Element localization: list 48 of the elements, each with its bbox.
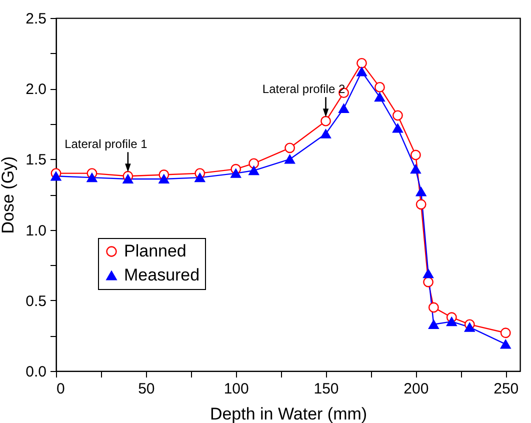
- point: [410, 150, 421, 160]
- legend-label: Planned: [124, 242, 186, 260]
- point: [338, 104, 349, 113]
- point: [392, 124, 403, 133]
- point: [320, 129, 331, 138]
- point: [428, 302, 439, 313]
- point: [86, 172, 98, 182]
- x-tick-label: 200: [404, 380, 429, 398]
- point: [50, 172, 62, 181]
- x-tick-label: 100: [224, 380, 249, 398]
- point: [416, 187, 426, 196]
- point: [284, 154, 296, 164]
- point: [248, 158, 260, 169]
- point: [158, 174, 170, 184]
- x-tick-label: 150: [314, 380, 339, 398]
- x-tick-label: 50: [138, 380, 155, 398]
- text: 0.0: [26, 364, 46, 380]
- point: [356, 58, 367, 68]
- point: [423, 276, 434, 288]
- point: [320, 116, 331, 126]
- x-tick-label: 0: [56, 380, 65, 398]
- point: [194, 172, 206, 182]
- y-tick-label: 2.5: [26, 10, 46, 28]
- y-axis-title: Dose (Gy): [0, 156, 18, 234]
- point: [356, 67, 367, 76]
- y-tick-label: 1.5: [26, 152, 46, 169]
- point: [248, 166, 260, 176]
- point: [392, 110, 403, 121]
- point: [428, 320, 439, 329]
- point: [122, 174, 134, 184]
- y-tick-label: 1.0: [26, 222, 46, 240]
- point: [410, 164, 421, 174]
- point: [446, 316, 457, 326]
- point: [230, 168, 242, 178]
- point: [374, 92, 385, 102]
- legend-label: Measured: [124, 266, 200, 284]
- point: [284, 142, 296, 154]
- y-tick-label: 2.0: [26, 81, 46, 98]
- y-tick-label: 0.5: [26, 292, 46, 310]
- point: [374, 82, 385, 92]
- annotation: Lateral profile 1: [64, 137, 148, 152]
- point: [423, 268, 434, 278]
- point: [500, 328, 511, 338]
- x-axis-title: Depth in Water (mm): [210, 404, 368, 423]
- point: [500, 340, 511, 349]
- x-tick-label: 250: [494, 380, 519, 398]
- point: [416, 199, 426, 210]
- point: [464, 322, 475, 332]
